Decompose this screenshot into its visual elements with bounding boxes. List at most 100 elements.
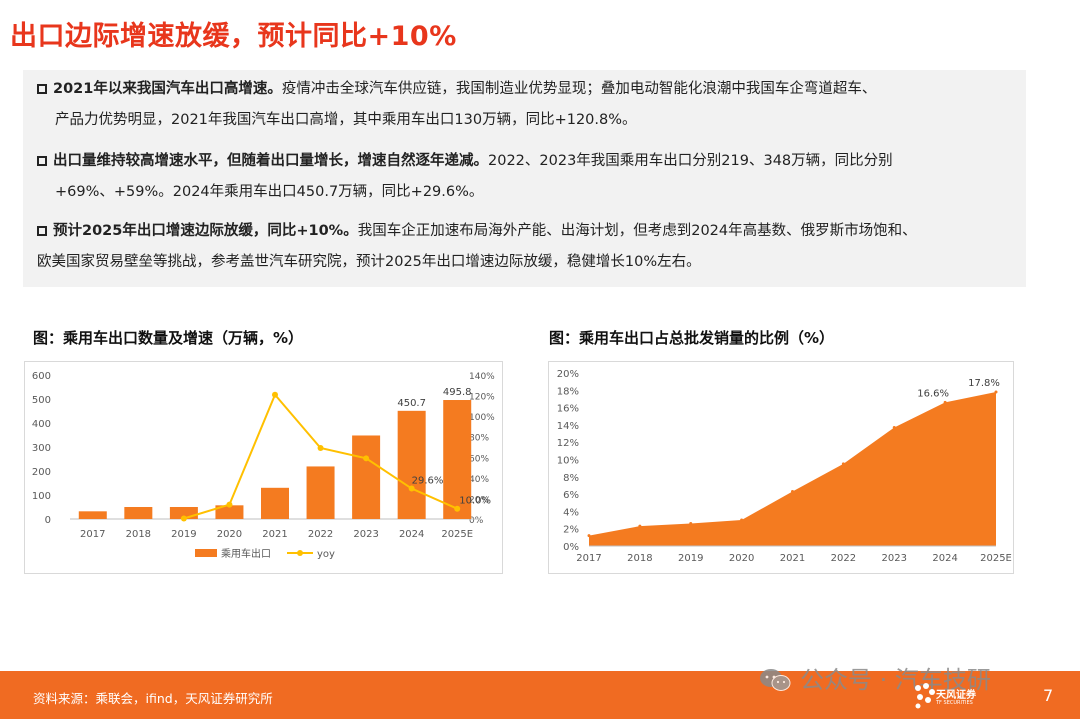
page-number: 7 [1043, 686, 1054, 705]
y-tick-label: 0% [563, 542, 579, 553]
x-tick-label: 2025E [441, 529, 473, 540]
yoy-point [272, 391, 278, 398]
bar-data-label: 495.8 [443, 387, 472, 398]
y-right-tick-label: 120% [469, 393, 495, 403]
x-tick-label: 2019 [171, 529, 196, 540]
area-point [841, 462, 845, 466]
legend-swatch-dot [297, 550, 303, 556]
legend-swatch-bar [195, 549, 217, 557]
y-tick-label: 2% [563, 525, 579, 536]
area-point [943, 400, 947, 404]
bar [306, 466, 335, 519]
summary-item-3: 预计2025年出口增速边际放缓，同比+10%。我国车企正加速布局海外产能、出海计… [37, 216, 1022, 278]
summary-item-2-text2: +69%、+59%。2024年乘用车出口450.7万辆，同比+29.6%。 [55, 184, 484, 200]
left-chart-frame: 0 100 200 300 400 500 600 0% 20% 40% 60% 80% 100% 120… [24, 361, 503, 574]
area-point [689, 522, 693, 526]
y-right-tick-label: 40% [469, 475, 489, 485]
summary-item-3-text: 我国车企正加速布局海外产能、出海计划，但考虑到2024年高基数、俄罗斯市场饱和、 [357, 223, 917, 239]
brand-name: 天风证券 [936, 690, 976, 701]
y-right-tick-label: 20% [469, 495, 489, 505]
checkbox-icon [37, 226, 47, 236]
wechat-icon [760, 669, 791, 691]
y-left-tick-label: 300 [32, 443, 51, 454]
y-right-tick-label: 0% [469, 516, 484, 526]
bar [352, 435, 381, 519]
x-tick-label: 2024 [932, 553, 957, 564]
export-volume-chart: 0 100 200 300 400 500 600 0% 20% 40% 60% 80% 100% 120… [32, 371, 495, 560]
bar [261, 487, 289, 519]
y-tick-label: 4% [563, 507, 579, 518]
yoy-point [454, 505, 461, 512]
bar [215, 505, 244, 519]
summary-item-2: 出口量维持较高增速水平，但随着出口量增长，增速自然逐年递减。2022、2023年… [37, 146, 1022, 208]
x-tick-label: 2022 [831, 553, 856, 564]
y-right-tick-label: 80% [469, 434, 489, 444]
y-tick-label: 16% [557, 404, 579, 415]
y-tick-label: 18% [557, 386, 579, 397]
y-tick-label: 20% [557, 369, 579, 380]
brand-sub: TF SECURITIES [936, 700, 973, 706]
tf-logo-icon [915, 683, 935, 709]
area-point [740, 518, 744, 522]
summary-item-3-bold: 预计2025年出口增速边际放缓，同比+10%。 [53, 223, 358, 239]
yoy-data-label: 29.6% [412, 476, 444, 487]
y-tick-label: 12% [557, 438, 579, 449]
area-series [589, 392, 996, 546]
summary-item-2-text: 2022、2023年我国乘用车出口分别219、348万辆，同比分别 [488, 153, 893, 169]
x-tick-label: 2022 [308, 529, 333, 540]
yoy-point [317, 445, 324, 452]
x-tick-label: 2024 [399, 529, 424, 540]
watermark: 公众号 · 汽车技研 [758, 660, 991, 695]
yoy-point [363, 455, 370, 462]
area-point [791, 490, 794, 494]
x-tick-label: 2017 [80, 529, 105, 540]
bar [443, 400, 472, 519]
page-title: 出口边际增速放缓，预计同比+10% [10, 21, 457, 52]
summary-item-1: 2021年以来我国汽车出口高增速。疫情冲击全球汽车供应链，我国制造业优势显现；叠… [37, 74, 1022, 136]
x-tick-label: 2025E [980, 553, 1012, 564]
legend-label: yoy [317, 549, 335, 560]
x-tick-label: 2020 [217, 529, 242, 540]
left-chart-title: 图：乘用车出口数量及增速（万辆，%） [33, 329, 304, 347]
x-tick-label: 2023 [882, 553, 907, 564]
y-tick-label: 14% [557, 421, 579, 432]
right-chart-frame: 0% 2% 4% 6% 8% 10% 12% 14% 16% 18% 20% 2017 2018 2019… [548, 361, 1014, 574]
x-tick-label: 2018 [126, 529, 151, 540]
y-tick-label: 8% [563, 473, 579, 484]
right-chart-title: 图：乘用车出口占总批发销量的比例（%） [549, 329, 835, 347]
y-left-tick-label: 500 [32, 395, 51, 406]
x-tick-label: 2018 [627, 553, 652, 564]
yoy-data-label: 10.0% [459, 496, 491, 507]
y-tick-label: 10% [557, 456, 579, 467]
yoy-point [180, 515, 187, 522]
summary-item-1-bold: 2021年以来我国汽车出口高增速。 [53, 81, 282, 97]
bar [397, 410, 426, 519]
checkbox-icon [37, 156, 47, 166]
y-right-tick-label: 100% [469, 413, 495, 423]
y-right-tick-label: 140% [469, 372, 495, 382]
y-left-tick-label: 100 [32, 491, 51, 502]
area-point [587, 534, 591, 538]
area-point [892, 425, 896, 429]
summary-item-3-text2: 欧美国家贸易壁垒等挑战，参考盖世汽车研究院，预计2025年出口增速边际放缓，稳健… [37, 254, 701, 270]
y-left-tick-label: 0 [45, 515, 51, 526]
export-share-chart: 0% 2% 4% 6% 8% 10% 12% 14% 16% 18% 20% 2017 2018 2019… [557, 369, 1012, 564]
summary-item-1-text2: 产品力优势明显，2021年我国汽车出口高增，其中乘用车出口130万辆，同比+12… [55, 112, 637, 128]
checkbox-icon [37, 84, 47, 94]
x-tick-label: 2023 [353, 529, 378, 540]
yoy-point [408, 485, 415, 492]
area-data-label: 16.6% [917, 388, 949, 399]
x-tick-label: 2021 [262, 529, 287, 540]
y-left-tick-label: 200 [32, 467, 51, 478]
y-tick-label: 6% [563, 490, 579, 501]
x-tick-label: 2020 [729, 553, 754, 564]
footer-source: 资料来源：乘联会，ifind，天风证券研究所 [33, 691, 273, 706]
y-left-tick-label: 600 [32, 371, 51, 382]
x-tick-label: 2021 [780, 553, 805, 564]
bar [124, 507, 153, 519]
area-point [638, 524, 642, 528]
y-right-tick-label: 60% [469, 454, 489, 464]
bar [78, 511, 107, 519]
area-data-label: 17.8% [968, 378, 1000, 389]
summary-panel: 2021年以来我国汽车出口高增速。疫情冲击全球汽车供应链，我国制造业优势显现；叠… [23, 70, 1026, 287]
